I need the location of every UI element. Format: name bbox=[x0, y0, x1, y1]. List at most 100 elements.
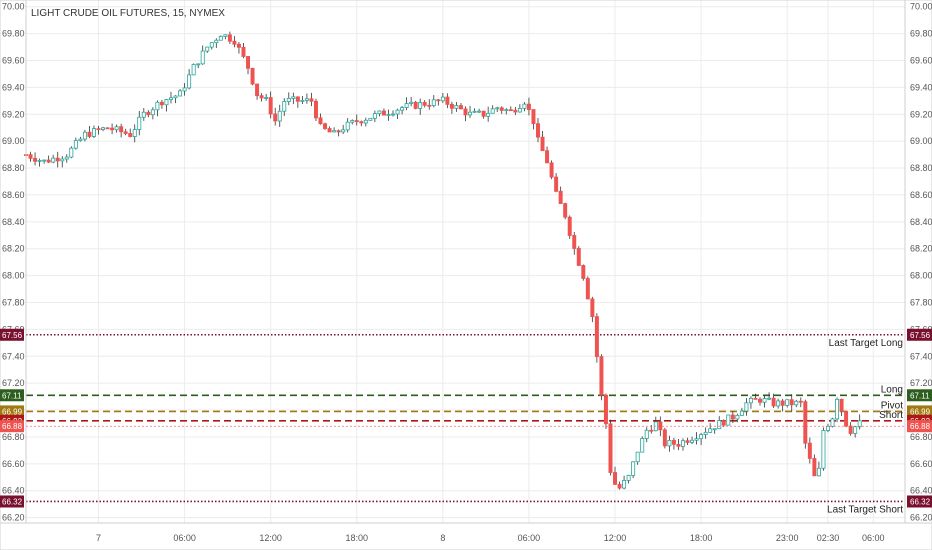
candle-up bbox=[517, 107, 522, 113]
candle-up bbox=[830, 418, 835, 427]
x-tick-label: 06:00 bbox=[518, 533, 541, 543]
candle-down bbox=[309, 98, 314, 102]
candle-down bbox=[159, 101, 164, 106]
candle-down bbox=[33, 157, 38, 162]
candle-up bbox=[69, 147, 74, 158]
candle-down bbox=[318, 117, 323, 125]
candle-down bbox=[354, 120, 359, 123]
grid-lines bbox=[26, 0, 905, 523]
candle-down bbox=[549, 162, 554, 178]
candle-down bbox=[259, 95, 264, 99]
candle-up bbox=[699, 434, 704, 440]
level-badge-left bbox=[0, 495, 24, 508]
candle-up bbox=[431, 99, 436, 106]
candle-up bbox=[350, 120, 355, 123]
candle-down bbox=[146, 111, 151, 116]
candle-up bbox=[495, 107, 500, 110]
y-tick-right: 66.20 bbox=[910, 513, 932, 523]
y-tick-left: 69.40 bbox=[2, 82, 25, 92]
candle-up bbox=[767, 397, 772, 400]
candle-up bbox=[857, 420, 862, 428]
y-tick-left: 68.20 bbox=[2, 244, 25, 254]
candle-up bbox=[282, 101, 287, 112]
candle-down bbox=[848, 425, 853, 434]
candle-down bbox=[613, 472, 618, 485]
y-tick-right: 67.40 bbox=[910, 351, 932, 361]
y-tick-left: 69.80 bbox=[2, 29, 25, 39]
candle-up bbox=[504, 109, 509, 112]
y-tick-left: 66.20 bbox=[2, 513, 25, 523]
candle-down bbox=[250, 67, 255, 85]
candle-up bbox=[182, 87, 187, 92]
candle-up bbox=[418, 102, 423, 109]
candle-up bbox=[37, 159, 42, 162]
level-label-long: Long bbox=[881, 384, 903, 395]
candle-down bbox=[572, 235, 577, 249]
x-tick-label: 8 bbox=[440, 533, 445, 543]
candle-up bbox=[64, 156, 69, 160]
candle-down bbox=[662, 429, 667, 447]
candle-down bbox=[526, 103, 531, 110]
y-tick-right: 70.00 bbox=[910, 2, 932, 12]
candle-down bbox=[730, 414, 735, 420]
candle-down bbox=[554, 176, 559, 192]
y-tick-right: 68.00 bbox=[910, 271, 932, 281]
candle-up bbox=[223, 34, 228, 37]
candle-up bbox=[635, 451, 640, 463]
candle-down bbox=[96, 128, 101, 131]
candle-up bbox=[395, 109, 400, 115]
y-tick-left: 69.60 bbox=[2, 55, 25, 65]
candle-down bbox=[413, 101, 418, 109]
candle-down bbox=[531, 109, 536, 125]
candle-down bbox=[336, 130, 341, 133]
candle-down bbox=[536, 123, 540, 138]
candle-down bbox=[436, 99, 441, 102]
candle-up bbox=[345, 121, 350, 131]
y-tick-right: 67.20 bbox=[910, 378, 932, 388]
candle-up bbox=[825, 425, 830, 431]
x-tick-label: 06:00 bbox=[173, 533, 196, 543]
last-price-badge-left bbox=[0, 420, 24, 433]
candle-down bbox=[599, 356, 604, 396]
candle-up bbox=[835, 398, 840, 420]
candle-up bbox=[816, 467, 821, 477]
x-tick-label: 23:00 bbox=[776, 533, 799, 543]
level-badge-left-text: 67.11 bbox=[2, 391, 22, 400]
candle-down bbox=[721, 420, 726, 426]
candle-down bbox=[273, 113, 278, 122]
candle-up bbox=[440, 96, 445, 102]
x-tick-label: 7 bbox=[96, 533, 101, 543]
candle-down bbox=[567, 216, 572, 236]
candle-up bbox=[640, 438, 645, 453]
candle-down bbox=[381, 110, 386, 116]
candle-down bbox=[798, 400, 803, 403]
candle-down bbox=[753, 397, 758, 400]
candle-up bbox=[631, 461, 636, 476]
y-tick-left: 70.00 bbox=[2, 2, 25, 12]
candle-down bbox=[236, 43, 241, 48]
level-badge-right-text: 66.99 bbox=[910, 407, 931, 416]
candle-up bbox=[404, 103, 409, 108]
candle-down bbox=[110, 127, 115, 131]
candle-up bbox=[200, 50, 205, 65]
candle-up bbox=[277, 110, 282, 122]
y-tick-right: 67.80 bbox=[910, 297, 932, 307]
candle-down bbox=[427, 104, 432, 107]
last-price-badge-left-text: 66.88 bbox=[2, 422, 23, 431]
y-tick-left: 67.80 bbox=[2, 297, 25, 307]
x-tick-label: 12:00 bbox=[604, 533, 627, 543]
candle-down bbox=[28, 154, 33, 159]
level-badge-left-text: 66.32 bbox=[2, 497, 23, 506]
candle-down bbox=[789, 399, 794, 406]
candle-up bbox=[667, 439, 672, 447]
candle-down bbox=[123, 131, 128, 134]
candle-up bbox=[391, 113, 395, 116]
level-badge-right-text: 67.56 bbox=[910, 331, 931, 340]
candle-up bbox=[341, 129, 346, 133]
last-price-badge-right-text: 66.88 bbox=[910, 422, 931, 431]
candle-up bbox=[372, 113, 377, 119]
candle-down bbox=[807, 442, 812, 459]
candle-down bbox=[232, 40, 237, 45]
candle-up bbox=[794, 400, 799, 406]
